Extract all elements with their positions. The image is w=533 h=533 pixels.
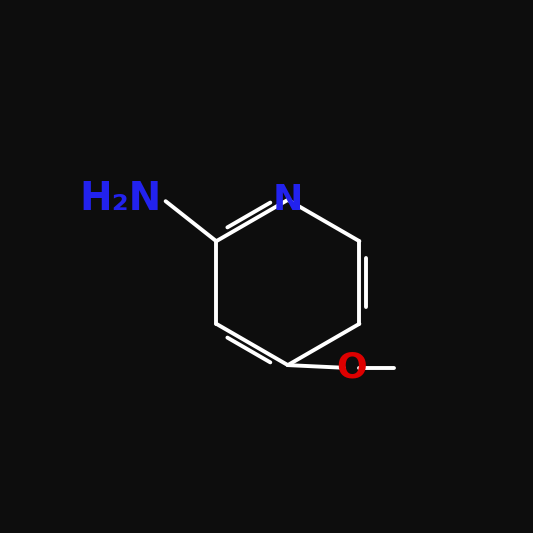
Text: O: O <box>336 351 367 385</box>
Text: H₂N: H₂N <box>79 180 161 217</box>
Text: N: N <box>273 183 303 217</box>
